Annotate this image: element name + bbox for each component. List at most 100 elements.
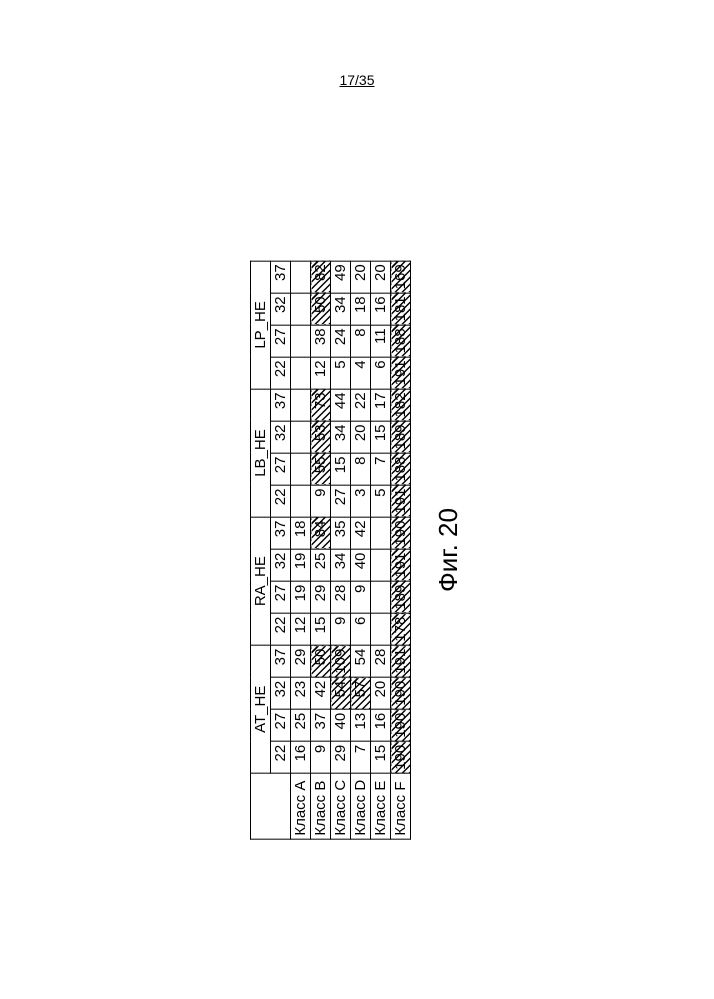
data-cell: 34 (331, 549, 351, 581)
data-cell: 35 (331, 517, 351, 549)
sub-header: 22 (271, 741, 291, 773)
data-cell: 7 (371, 453, 391, 485)
data-cell (291, 389, 311, 421)
sub-header: 37 (271, 517, 291, 549)
data-cell: 25 (291, 709, 311, 741)
data-cell: 15 (371, 741, 391, 773)
data-cell: 6 (371, 357, 391, 389)
sub-header: 22 (271, 357, 291, 389)
page-number-text: 17/35 (339, 72, 374, 88)
data-cell: 34 (331, 421, 351, 453)
data-cell: 169 (391, 261, 411, 293)
sub-header: 22 (271, 613, 291, 645)
data-cell (371, 581, 391, 613)
data-cell: 57 (351, 677, 371, 709)
data-cell: 16 (371, 709, 391, 741)
table-header-row-2: 22273237222732372227323722273237 (271, 261, 291, 839)
group-header: LP_HE (251, 261, 271, 389)
data-cell: 9 (351, 581, 371, 613)
data-cell: 55 (311, 453, 331, 485)
sub-header: 37 (271, 645, 291, 677)
group-header: LB_HE (251, 389, 271, 517)
data-cell: 191 (391, 485, 411, 517)
data-cell: 19 (291, 549, 311, 581)
data-cell: 42 (351, 517, 371, 549)
data-cell: 8 (351, 325, 371, 357)
data-cell: 37 (311, 709, 331, 741)
table-row: Класс E151620285715176111620 (371, 261, 391, 839)
data-cell: 23 (291, 677, 311, 709)
data-cell: 73 (311, 389, 331, 421)
row-label: Класс E (371, 773, 391, 839)
data-cell: 190 (391, 677, 411, 709)
data-cell: 11 (371, 325, 391, 357)
data-cell: 5 (371, 485, 391, 517)
data-cell: 109 (331, 645, 351, 677)
data-cell (291, 357, 311, 389)
data-cell (371, 613, 391, 645)
data-cell: 9 (311, 485, 331, 517)
data-cell: 53 (311, 421, 331, 453)
data-cell: 189 (391, 421, 411, 453)
data-cell: 24 (331, 325, 351, 357)
data-cell: 15 (311, 613, 331, 645)
sub-header: 37 (271, 389, 291, 421)
data-cell (291, 453, 311, 485)
data-cell: 20 (351, 421, 371, 453)
row-label: Класс F (391, 773, 411, 839)
data-table: AT_HE RA_HE LB_HE LP_HE 2227323722273237… (250, 260, 411, 839)
table-row: Класс C2940541099283435271534445243449 (331, 261, 351, 839)
data-cell: 50 (311, 293, 331, 325)
data-cell: 13 (351, 709, 371, 741)
data-cell: 84 (311, 517, 331, 549)
data-cell: 29 (311, 581, 331, 613)
data-cell: 16 (371, 293, 391, 325)
sub-header: 27 (271, 709, 291, 741)
data-cell: 40 (331, 709, 351, 741)
data-cell: 44 (331, 389, 351, 421)
data-cell: 8 (351, 453, 371, 485)
data-cell: 27 (331, 485, 351, 517)
table-header-row-1: AT_HE RA_HE LB_HE LP_HE (251, 261, 271, 839)
data-cell: 20 (351, 261, 371, 293)
data-cell: 42 (311, 677, 331, 709)
data-cell: 189 (391, 581, 411, 613)
data-cell: 38 (311, 325, 331, 357)
table-row: Класс F190190190191178189191190191188189… (391, 261, 411, 839)
data-cell: 16 (291, 741, 311, 773)
data-cell: 188 (391, 453, 411, 485)
sub-header: 37 (271, 261, 291, 293)
figure-label: Фиг. 20 (433, 508, 464, 592)
row-label: Класс A (291, 773, 311, 839)
sub-header: 32 (271, 677, 291, 709)
data-cell: 18 (291, 517, 311, 549)
data-cell: 4 (351, 357, 371, 389)
data-cell: 191 (391, 645, 411, 677)
row-label: Класс C (331, 773, 351, 839)
data-cell: 190 (391, 741, 411, 773)
sub-header: 32 (271, 293, 291, 325)
data-cell: 12 (311, 357, 331, 389)
data-cell: 17 (371, 389, 391, 421)
data-cell: 54 (351, 645, 371, 677)
data-cell: 7 (351, 741, 371, 773)
data-cell: 18 (351, 293, 371, 325)
data-cell: 15 (331, 453, 351, 485)
data-cell: 190 (391, 517, 411, 549)
data-cell (291, 421, 311, 453)
data-cell: 40 (351, 549, 371, 581)
data-cell: 28 (371, 645, 391, 677)
table-row: Класс D7135754694042382022481820 (351, 261, 371, 839)
data-cell: 191 (391, 549, 411, 581)
data-cell: 25 (311, 549, 331, 581)
data-cell: 15 (371, 421, 391, 453)
group-header: AT_HE (251, 645, 271, 773)
data-cell: 82 (311, 261, 331, 293)
corner-cell (251, 773, 291, 839)
data-cell: 29 (331, 741, 351, 773)
sub-header: 27 (271, 453, 291, 485)
page-number: 17/35 (0, 72, 714, 88)
data-cell: 54 (331, 677, 351, 709)
sub-header: 32 (271, 421, 291, 453)
data-cell: 20 (371, 677, 391, 709)
